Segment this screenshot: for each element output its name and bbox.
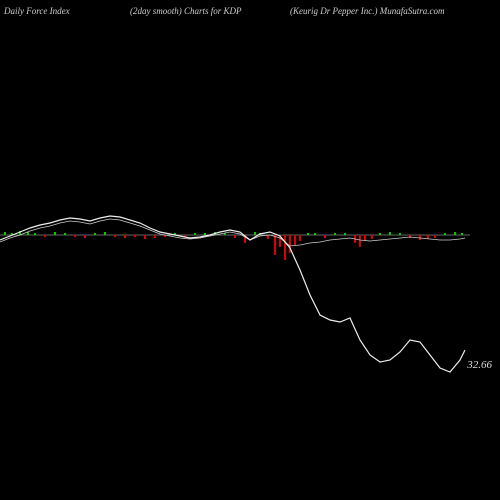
price-end-label: 32.66: [467, 359, 492, 371]
force-index-chart: [0, 20, 470, 480]
title-left: Daily Force Index: [4, 6, 70, 16]
title-center-left: (2day smooth) Charts for KDP: [130, 6, 242, 16]
title-center-right: (Keurig Dr Pepper Inc.) MunafaSutra.com: [290, 6, 444, 16]
chart-area: [0, 20, 470, 480]
